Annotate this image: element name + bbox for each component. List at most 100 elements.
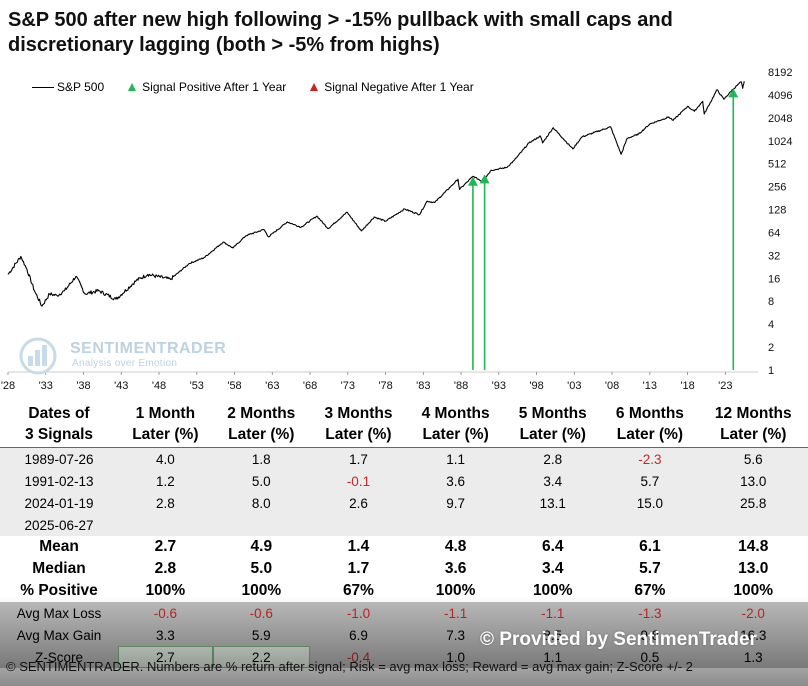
summary-row-median: Median 2.8 5.0 1.7 3.6 3.4 5.7 13.0 bbox=[0, 558, 808, 580]
summary-row-mean: Mean 2.7 4.9 1.4 4.8 6.4 6.1 14.8 bbox=[0, 536, 808, 558]
table-row: 1989-07-26 4.0 1.8 1.7 1.1 2.8 -2.3 5.6 bbox=[0, 447, 808, 470]
table-cell: 4.0 bbox=[118, 447, 213, 470]
table-cell: -1.1 bbox=[504, 602, 602, 624]
y-tick-label: 8 bbox=[768, 296, 774, 308]
sp500-line bbox=[7, 81, 745, 307]
col-header: 2 Months Later (%) bbox=[212, 402, 310, 448]
table-cell: 8.0 bbox=[212, 492, 310, 514]
table-cell: 100% bbox=[733, 582, 774, 599]
y-tick-label: 64 bbox=[768, 227, 780, 239]
table-header-row: Dates of 3 Signals 1 Month Later (%) 2 Mon… bbox=[0, 402, 808, 448]
table-cell: 2.2 bbox=[212, 646, 310, 668]
table-cell: 100% bbox=[435, 582, 476, 599]
watermark-subtitle: Analysis over Emotion bbox=[72, 358, 178, 369]
x-tick-label: '93 bbox=[492, 380, 506, 392]
x-tick-label: '08 bbox=[605, 380, 619, 392]
table-cell: 2.8 bbox=[118, 492, 213, 514]
x-tick-label: '68 bbox=[303, 380, 317, 392]
table-cell bbox=[698, 514, 808, 536]
signal-marker bbox=[728, 88, 739, 98]
table-cell: 2.7 bbox=[154, 538, 177, 555]
signal-marker bbox=[479, 174, 490, 184]
table-cell: 1.0 bbox=[407, 646, 505, 668]
signal-date: 2025-06-27 bbox=[0, 514, 118, 536]
bar-chart-logo-icon bbox=[19, 337, 57, 375]
table-cell: 5.0 bbox=[250, 560, 273, 577]
table-cell: 5.9 bbox=[212, 624, 310, 646]
y-tick-label: 8192 bbox=[768, 67, 792, 79]
legend-label-positive: Signal Positive After 1 Year bbox=[142, 80, 287, 94]
risk-label: Z-Score bbox=[0, 646, 118, 668]
table-cell: 1.3 bbox=[698, 646, 808, 668]
risk-label: Avg Max Loss bbox=[0, 602, 118, 624]
table-cell: 4.8 bbox=[444, 538, 467, 555]
y-tick-label: 2048 bbox=[768, 113, 792, 125]
table-cell: 1.4 bbox=[347, 538, 370, 555]
x-tick-label: '83 bbox=[416, 380, 430, 392]
y-tick-label: 4096 bbox=[768, 90, 792, 102]
table-row: 2025-06-27 bbox=[0, 514, 808, 536]
x-tick-label: '58 bbox=[227, 380, 241, 392]
table-cell: 0.5 bbox=[601, 646, 699, 668]
col-header: Dates of 3 Signals bbox=[0, 402, 118, 448]
x-tick-label: '28 bbox=[1, 380, 15, 392]
table-cell: 1.1 bbox=[504, 646, 602, 668]
table-cell: 5.6 bbox=[698, 447, 808, 470]
table-cell: 5.7 bbox=[601, 470, 699, 492]
table-cell: 3.6 bbox=[444, 560, 467, 577]
table-row: 1991-02-13 1.2 5.0 -0.1 3.6 3.4 5.7 13.0 bbox=[0, 470, 808, 492]
table-cell bbox=[212, 514, 310, 536]
risk-row-max-gain: Avg Max Gain 3.3 5.9 6.9 7.3 8.5 9.8 16.… bbox=[0, 624, 808, 646]
table-cell: -1.0 bbox=[309, 602, 408, 624]
table-cell: 100% bbox=[532, 582, 573, 599]
x-tick-label: '88 bbox=[454, 380, 468, 392]
table-cell: 9.7 bbox=[407, 492, 505, 514]
table-cell: -2.0 bbox=[698, 602, 808, 624]
table-cell: 15.0 bbox=[601, 492, 699, 514]
watermark-logo: SENTIMENTRADER Analysis over Emotion bbox=[18, 336, 226, 381]
signal-stats-table: Dates of 3 Signals 1 Month Later (%) 2 Mon… bbox=[0, 402, 808, 668]
table-cell: -2.3 bbox=[601, 447, 699, 470]
table-cell: 1.2 bbox=[118, 470, 213, 492]
table-cell: 6.1 bbox=[639, 538, 661, 555]
table-cell: -0.1 bbox=[309, 470, 408, 492]
table-cell: 5.0 bbox=[212, 470, 310, 492]
table-cell: 6.9 bbox=[309, 624, 408, 646]
table-cell: 3.6 bbox=[407, 470, 505, 492]
table-cell: 67% bbox=[342, 582, 374, 599]
table-cell: -1.3 bbox=[601, 602, 699, 624]
table-cell: 1.7 bbox=[309, 447, 408, 470]
signal-date: 1989-07-26 bbox=[0, 447, 118, 470]
table-cell: 13.1 bbox=[504, 492, 602, 514]
summary-label: Mean bbox=[39, 538, 79, 555]
legend-item-sp500: S&P 500 bbox=[32, 80, 104, 94]
table-cell: 2.7 bbox=[118, 646, 213, 668]
table-cell: 8.5 bbox=[504, 624, 602, 646]
y-tick-label: 4 bbox=[768, 319, 774, 331]
signal-marker bbox=[467, 176, 478, 186]
table-cell: 9.8 bbox=[601, 624, 699, 646]
table-cell: -1.1 bbox=[407, 602, 505, 624]
y-tick-label: 256 bbox=[768, 182, 786, 194]
table-cell: 1.7 bbox=[347, 560, 370, 577]
footer-note: © SENTIMENTRADER. Numbers are % return a… bbox=[6, 659, 693, 674]
x-tick-label: '63 bbox=[265, 380, 279, 392]
summary-label: Median bbox=[32, 560, 86, 577]
table-cell: 3.3 bbox=[118, 624, 213, 646]
signal-date: 2024-01-19 bbox=[0, 492, 118, 514]
table-cell: 67% bbox=[634, 582, 666, 599]
table-cell bbox=[407, 514, 505, 536]
summary-label: % Positive bbox=[20, 582, 98, 599]
x-tick-label: '48 bbox=[152, 380, 166, 392]
col-header: 12 Months Later (%) bbox=[698, 402, 808, 448]
table-cell bbox=[118, 514, 213, 536]
legend-item-negative: Signal Negative After 1 Year bbox=[310, 80, 474, 94]
legend-label-negative: Signal Negative After 1 Year bbox=[324, 80, 474, 94]
legend-label-sp500: S&P 500 bbox=[57, 80, 105, 94]
table-cell: 100% bbox=[241, 582, 282, 599]
triangle-up-icon bbox=[310, 83, 319, 91]
risk-row-zscore: Z-Score 2.7 2.2 -0.4 1.0 1.1 0.5 1.3 bbox=[0, 646, 808, 668]
col-header: 1 Month Later (%) bbox=[118, 402, 213, 448]
table-cell: 100% bbox=[145, 582, 186, 599]
x-tick-label: '43 bbox=[114, 380, 128, 392]
